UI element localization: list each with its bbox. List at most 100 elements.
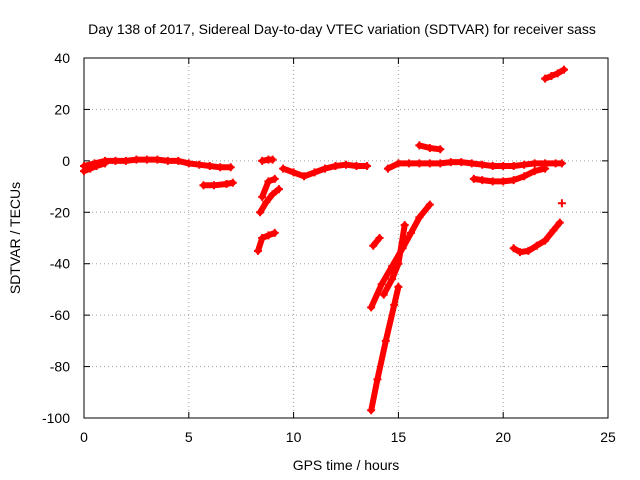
data-point [300,172,309,181]
data-point [415,213,424,222]
data-point [142,155,151,164]
series-trace [257,186,282,216]
data-point [367,303,376,312]
series-trace [255,229,278,254]
data-point [415,141,424,150]
y-tick-label: -20 [50,204,70,220]
x-tick-label: 20 [495,429,511,445]
data-point [436,145,445,154]
x-tick-label: 5 [185,429,193,445]
grid-lines [84,58,608,418]
series-arc-9 [369,234,384,250]
data-point [509,244,518,253]
series-arc-6 [253,228,279,255]
data-point [253,246,262,255]
data-point [406,228,415,237]
data-point [216,163,225,172]
data-point [86,164,95,173]
data-point [541,236,550,245]
data-point [279,164,288,173]
x-tick-label: 15 [391,429,407,445]
data-point [436,159,445,168]
data-point [377,280,386,289]
data-point [509,162,518,170]
plot-frame [83,57,609,419]
data-point [209,181,218,190]
chart-title: Day 138 of 2017, Sidereal Day-to-day VTE… [88,21,596,37]
x-tick-label: 0 [80,429,88,445]
data-point [92,162,101,170]
data-point [270,228,279,237]
data-point [520,172,529,181]
data-point [532,241,541,250]
data-point [557,199,566,208]
data-point [367,406,376,415]
data-point [256,208,265,217]
data-point [499,162,508,170]
y-axis-label: SDTVAR / TECUs [7,182,23,294]
y-tick-label: -100 [42,410,70,426]
data-point [425,200,434,209]
data-point [228,178,237,187]
data-point [262,198,271,206]
data-point [469,174,478,183]
data-point [264,177,273,186]
data-point [132,155,141,164]
data-point [520,160,529,169]
data-point [390,300,399,309]
data-point [383,164,392,173]
data-point [478,176,487,185]
data-point [258,192,267,201]
data-point [222,180,231,188]
data-point [457,158,466,167]
data-point [310,168,319,177]
data-series [80,65,568,415]
data-point [375,234,384,242]
series-arc-16 [509,218,564,257]
y-tick-label: -80 [50,359,70,375]
data-point [195,160,204,169]
data-point [559,65,568,74]
data-point [404,159,413,168]
y-tick-label: 20 [54,101,70,117]
series-arc-11 [367,282,403,415]
data-point [321,164,330,173]
data-point [415,159,424,168]
data-point [394,159,403,168]
data-point [509,176,518,185]
x-axis-label: GPS time / hours [293,457,400,473]
data-point [425,144,434,152]
series-arc-3 [199,178,237,190]
data-point [400,221,409,230]
data-point [205,162,214,170]
data-point [524,246,533,255]
data-point [331,162,340,170]
data-point [199,181,208,190]
y-tick-label: -60 [50,307,70,323]
axis-ticks: 0 5 10 15 20 25 -100 -80 -60 -40 -20 0 20 40 [42,50,616,445]
data-point [530,159,539,168]
series-arc-18 [541,65,568,83]
data-point [268,190,277,199]
data-point [80,167,88,176]
data-point [184,159,193,168]
x-tick-label: 10 [286,429,302,445]
series-trace [370,235,383,249]
series-trace [81,160,108,175]
data-point [553,69,562,78]
x-tick-label: 25 [600,429,616,445]
series-arc-8 [279,160,371,181]
data-point [268,155,277,164]
data-point [362,162,371,170]
data-point [478,160,487,169]
data-point [352,162,361,170]
y-tick-label: 0 [62,153,70,169]
y-tick-label: -40 [50,256,70,272]
y-tick-label: 40 [54,50,70,66]
data-point [541,74,550,83]
data-point [555,218,564,227]
data-point [549,226,558,235]
data-point [270,174,279,183]
data-point [163,156,172,165]
